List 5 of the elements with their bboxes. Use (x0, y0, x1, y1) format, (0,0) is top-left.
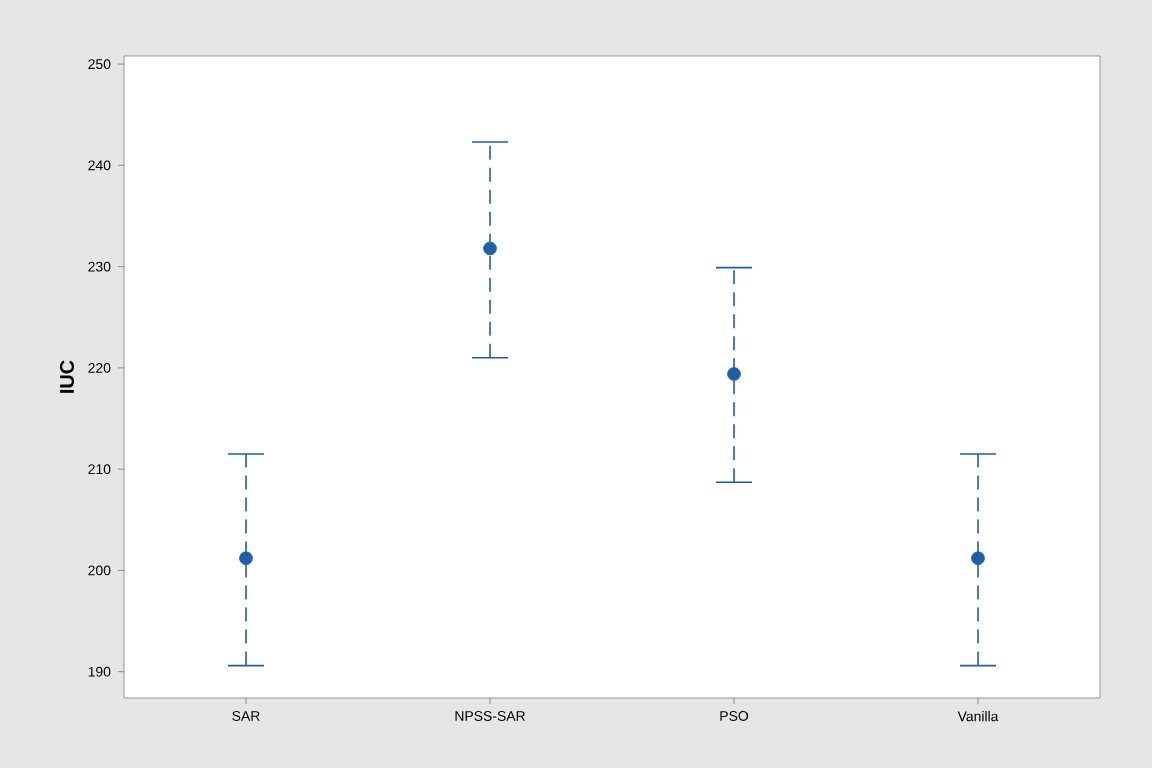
point (971, 551, 985, 566)
y-axis-title: IUC (59, 360, 75, 393)
point (727, 367, 741, 381)
point (483, 241, 497, 256)
point (239, 551, 253, 566)
